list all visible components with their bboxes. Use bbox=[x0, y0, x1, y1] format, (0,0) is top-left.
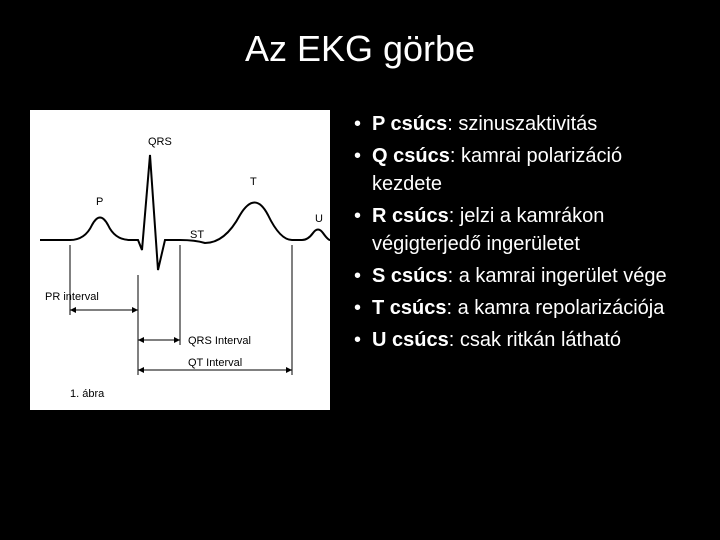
bullet-term: T csúcs bbox=[372, 297, 446, 319]
pr-arrow-right bbox=[132, 307, 138, 313]
ekg-diagram: QRS P T U ST PR interval QRS Interval bbox=[30, 110, 330, 410]
diagram-caption: 1. ábra bbox=[70, 388, 104, 400]
bullet-term: P csúcs bbox=[372, 113, 447, 135]
bullet-term: S csúcs bbox=[372, 265, 448, 287]
bullet-term: U csúcs bbox=[372, 329, 449, 351]
label-st: ST bbox=[190, 229, 204, 241]
list-item: U csúcs: csak ritkán látható bbox=[350, 326, 690, 354]
list-item: Q csúcs: kamrai polarizáció kezdete bbox=[350, 142, 690, 198]
ekg-svg: QRS P T U ST PR interval QRS Interval bbox=[30, 110, 330, 410]
ekg-waveform bbox=[40, 155, 330, 270]
bullet-desc: : a kamra repolarizációja bbox=[446, 297, 664, 319]
label-pr-interval: PR interval bbox=[45, 291, 99, 303]
pr-arrow-left bbox=[70, 307, 76, 313]
list-item: P csúcs: szinuszaktivitás bbox=[350, 110, 690, 138]
qt-arrow-right bbox=[286, 367, 292, 373]
label-p: P bbox=[96, 196, 103, 208]
content-row: QRS P T U ST PR interval QRS Interval bbox=[30, 110, 690, 410]
slide: Az EKG görbe QRS P T U ST PR interval bbox=[0, 0, 720, 540]
list-item: R csúcs: jelzi a kamrákon végigterjedő i… bbox=[350, 202, 690, 258]
bullet-list: P csúcs: szinuszaktivitás Q csúcs: kamra… bbox=[350, 110, 690, 410]
list-item: T csúcs: a kamra repolarizációja bbox=[350, 294, 690, 322]
list-item: S csúcs: a kamrai ingerület vége bbox=[350, 262, 690, 290]
qt-arrow-left bbox=[138, 367, 144, 373]
label-qt-interval: QT Interval bbox=[188, 357, 242, 369]
label-u: U bbox=[315, 213, 323, 225]
qrs-arrow-right bbox=[174, 337, 180, 343]
label-t: T bbox=[250, 176, 257, 188]
label-qrs: QRS bbox=[148, 136, 172, 148]
bullet-term: Q csúcs bbox=[372, 145, 450, 167]
bullet-desc: : szinuszaktivitás bbox=[447, 113, 597, 135]
qrs-arrow-left bbox=[138, 337, 144, 343]
bullet-term: R csúcs bbox=[372, 205, 449, 227]
bullet-desc: : a kamrai ingerület vége bbox=[448, 265, 667, 287]
slide-title: Az EKG görbe bbox=[30, 28, 690, 70]
label-qrs-interval: QRS Interval bbox=[188, 335, 251, 347]
bullet-desc: : csak ritkán látható bbox=[449, 329, 621, 351]
